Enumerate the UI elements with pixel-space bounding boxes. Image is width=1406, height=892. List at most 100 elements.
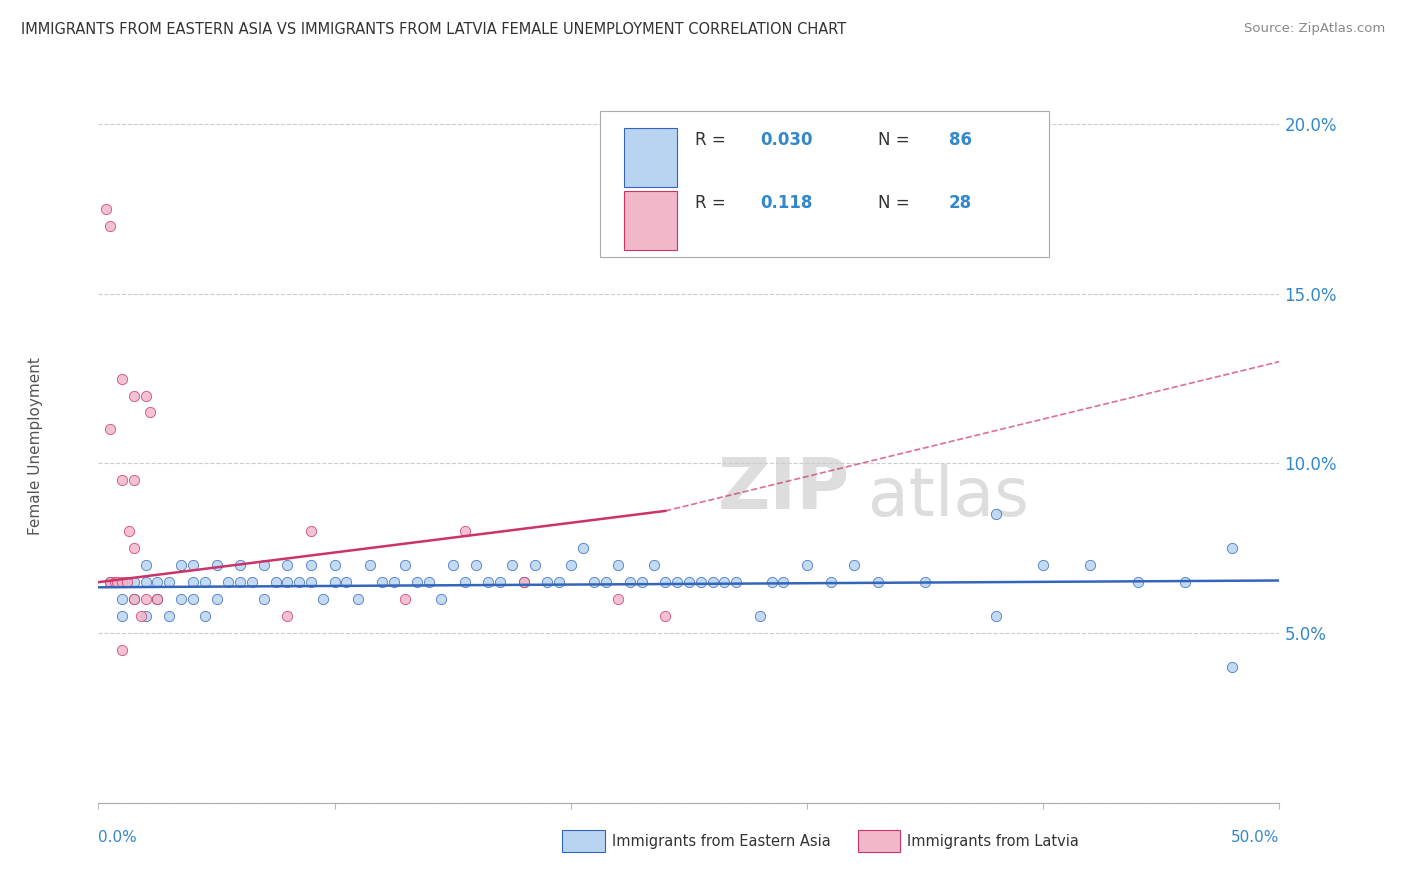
Point — [170, 558, 193, 573]
Text: 50.0%: 50.0% — [1232, 830, 1279, 845]
Point — [288, 575, 311, 590]
Point — [630, 575, 652, 590]
Text: R =: R = — [695, 131, 731, 149]
Point — [111, 575, 134, 590]
Point — [524, 558, 547, 573]
Point — [418, 575, 440, 590]
Point — [118, 524, 141, 539]
Point — [157, 609, 180, 624]
Point — [98, 575, 121, 590]
Point — [654, 575, 676, 590]
Text: Source: ZipAtlas.com: Source: ZipAtlas.com — [1244, 22, 1385, 36]
Point — [135, 575, 157, 590]
Point — [359, 558, 381, 573]
Point — [194, 575, 217, 590]
Point — [194, 609, 217, 624]
Point — [347, 592, 370, 607]
Point — [441, 558, 464, 573]
Point — [94, 202, 117, 216]
Point — [984, 609, 1007, 624]
Point — [512, 575, 534, 590]
Text: atlas: atlas — [869, 464, 1029, 530]
Point — [129, 609, 152, 624]
Point — [253, 558, 276, 573]
Point — [139, 405, 162, 419]
Point — [654, 609, 676, 624]
Text: Female Unemployment: Female Unemployment — [28, 357, 42, 535]
FancyBboxPatch shape — [624, 128, 678, 187]
Text: Immigrants from Latvia: Immigrants from Latvia — [907, 834, 1078, 848]
Text: 86: 86 — [949, 131, 972, 149]
Point — [560, 558, 582, 573]
Point — [98, 422, 121, 436]
Point — [725, 575, 748, 590]
Text: 0.030: 0.030 — [759, 131, 813, 149]
Point — [323, 575, 346, 590]
Point — [135, 609, 157, 624]
Point — [135, 558, 157, 573]
Point — [1220, 541, 1243, 556]
Point — [430, 592, 453, 607]
Point — [914, 575, 936, 590]
Point — [229, 558, 252, 573]
Point — [595, 575, 617, 590]
Point — [607, 558, 630, 573]
Point — [111, 371, 134, 385]
Point — [1174, 575, 1197, 590]
Point — [548, 575, 571, 590]
Point — [394, 558, 416, 573]
Point — [335, 575, 357, 590]
Point — [866, 575, 889, 590]
Point — [371, 575, 394, 590]
Point — [205, 558, 228, 573]
Point — [111, 474, 134, 488]
Point — [689, 575, 711, 590]
FancyBboxPatch shape — [624, 191, 678, 250]
Point — [240, 575, 263, 590]
Point — [276, 609, 298, 624]
Point — [111, 592, 134, 607]
Point — [844, 558, 866, 573]
Point — [678, 575, 700, 590]
Point — [135, 388, 157, 402]
Point — [619, 575, 641, 590]
Point — [453, 575, 475, 590]
Point — [104, 575, 127, 590]
Text: 28: 28 — [949, 194, 972, 212]
Point — [984, 508, 1007, 522]
Point — [1220, 660, 1243, 674]
Point — [1126, 575, 1149, 590]
Point — [394, 592, 416, 607]
Point — [276, 575, 298, 590]
Point — [122, 592, 145, 607]
Text: Immigrants from Eastern Asia: Immigrants from Eastern Asia — [612, 834, 831, 848]
Point — [205, 592, 228, 607]
Point — [489, 575, 512, 590]
Point — [453, 524, 475, 539]
Point — [1080, 558, 1102, 573]
Point — [170, 592, 193, 607]
Point — [181, 575, 204, 590]
Point — [312, 592, 335, 607]
Point — [264, 575, 287, 590]
Point — [796, 558, 818, 573]
Text: IMMIGRANTS FROM EASTERN ASIA VS IMMIGRANTS FROM LATVIA FEMALE UNEMPLOYMENT CORRE: IMMIGRANTS FROM EASTERN ASIA VS IMMIGRAN… — [21, 22, 846, 37]
Point — [406, 575, 429, 590]
FancyBboxPatch shape — [600, 111, 1049, 257]
Point — [122, 474, 145, 488]
Point — [122, 592, 145, 607]
Point — [105, 575, 128, 590]
Point — [122, 575, 145, 590]
Point — [536, 575, 558, 590]
Point — [607, 592, 630, 607]
Point — [382, 575, 405, 590]
Text: 0.0%: 0.0% — [98, 830, 138, 845]
Point — [111, 609, 134, 624]
Point — [702, 575, 724, 590]
Point — [761, 575, 783, 590]
Point — [465, 558, 488, 573]
Point — [512, 575, 534, 590]
Point — [115, 575, 138, 590]
Point — [713, 575, 735, 590]
Point — [323, 558, 346, 573]
